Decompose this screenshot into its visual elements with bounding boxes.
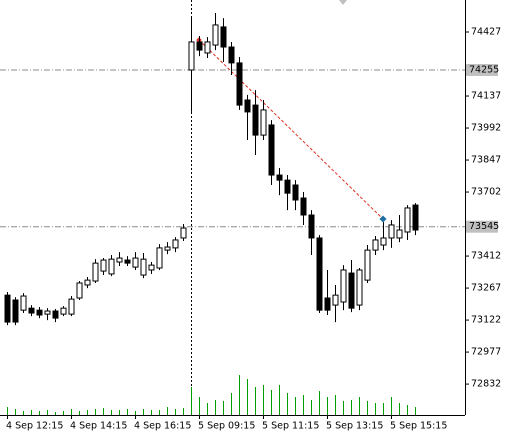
trendline-anchor (379, 215, 387, 223)
candle-body (316, 237, 323, 311)
y-tick-label: 73122 (471, 315, 501, 326)
candle-body (324, 297, 331, 311)
candle-body (68, 298, 75, 315)
candle-body (380, 237, 387, 246)
shift-marker (339, 0, 347, 5)
candle-body (204, 41, 211, 54)
y-tick-label: 73267 (471, 283, 501, 294)
candle-body (356, 269, 363, 306)
candle-body (404, 207, 411, 233)
x-tick-label: 4 Sep 12:15 (6, 421, 63, 432)
price-label-box (466, 63, 498, 76)
candle-body (236, 62, 243, 106)
candle-body (156, 247, 163, 269)
candle-body (132, 257, 139, 268)
candle-body (332, 294, 339, 306)
candle-body (100, 259, 107, 272)
x-tick-label: 5 Sep 15:15 (390, 421, 447, 432)
y-tick-label: 73847 (471, 155, 501, 166)
price-label: 73545 (469, 221, 499, 232)
y-tick-label: 74427 (471, 27, 501, 38)
candle-body (252, 104, 259, 136)
candle-body (348, 272, 355, 309)
candle-body (212, 24, 219, 46)
candle-body (292, 184, 299, 201)
candle-body (180, 227, 187, 239)
candle-body (52, 310, 59, 319)
x-tick-label: 5 Sep 09:15 (198, 421, 255, 432)
candle-body (260, 109, 267, 136)
candle-body (276, 174, 283, 181)
y-tick-label: 73992 (471, 123, 501, 134)
candle-body (284, 179, 291, 194)
y-tick-label: 74137 (471, 91, 501, 102)
candle-body (308, 214, 315, 239)
candle-body (364, 249, 371, 281)
candle-body (244, 99, 251, 113)
candle-body (196, 41, 203, 51)
candle-body (172, 239, 179, 249)
candle-body (44, 310, 51, 315)
y-tick-label: 72977 (471, 347, 501, 358)
candle-body (164, 246, 171, 251)
candle-body (148, 264, 155, 271)
candle-body (412, 204, 419, 231)
candle-body (36, 309, 43, 316)
y-tick-label: 72832 (471, 379, 501, 390)
candle-body (396, 229, 403, 239)
candle-body (124, 259, 131, 264)
candle-body (12, 299, 19, 323)
candle-body (388, 224, 395, 239)
candle-body (268, 124, 275, 176)
y-tick-label: 73412 (471, 251, 501, 262)
candle-body (340, 269, 347, 303)
candle-body (20, 295, 27, 311)
price-label-box (466, 220, 498, 233)
candle-body (140, 258, 147, 276)
candle-body (92, 262, 99, 282)
candle-body (4, 294, 11, 323)
candle-body (188, 41, 195, 71)
x-tick-label: 4 Sep 14:15 (70, 421, 127, 432)
x-tick-label: 5 Sep 13:15 (326, 421, 383, 432)
x-tick-label: 5 Sep 11:15 (262, 421, 319, 432)
y-tick-label: 73702 (471, 187, 501, 198)
price-label: 74255 (469, 64, 499, 75)
candle-body (300, 197, 307, 216)
candle-body (220, 26, 227, 48)
trendline (198, 39, 384, 220)
candle-body (116, 257, 123, 263)
x-tick-label: 4 Sep 16:15 (134, 421, 191, 432)
candle-body (84, 279, 91, 286)
candle-body (76, 282, 83, 299)
candle-body (228, 46, 235, 64)
candle-body (108, 258, 115, 275)
candle-body (60, 307, 67, 315)
candle-body (372, 239, 379, 251)
candle-body (28, 307, 35, 314)
